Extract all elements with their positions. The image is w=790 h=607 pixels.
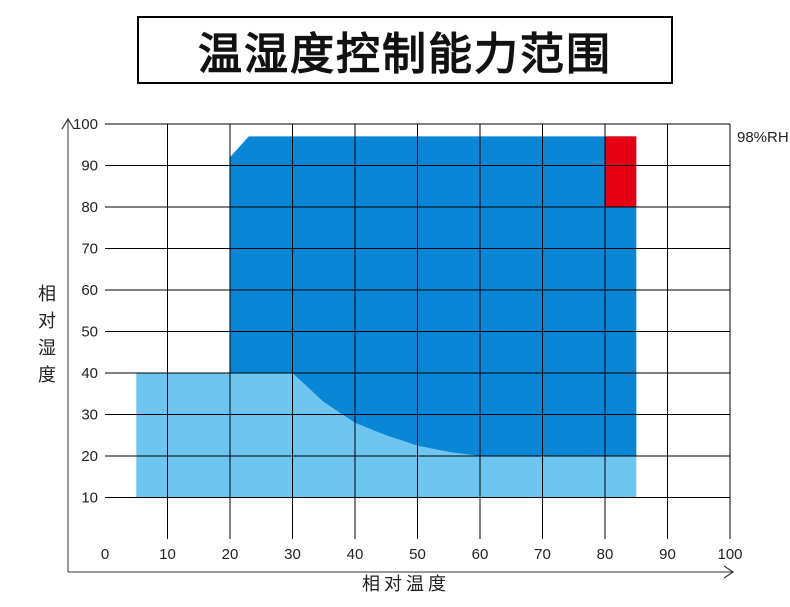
y-tick-label: 10: [81, 490, 98, 507]
y-tick-label: 70: [81, 241, 98, 258]
rh-annotation: 98%RH: [737, 129, 789, 146]
x-tick-label: 80: [597, 546, 614, 563]
chart-title-box: 温湿度控制能力范围: [137, 16, 673, 84]
x-axis-arrow: [723, 565, 735, 579]
x-tick-label: 90: [659, 546, 676, 563]
region-red-region: [605, 136, 637, 207]
y-tick-label: 80: [81, 199, 98, 216]
y-axis-title-char: 对: [38, 311, 56, 332]
x-tick-labels: 0 10 20 30 40 50 60 70 80 90 100: [101, 546, 743, 563]
y-axis-title-char: 相: [38, 284, 56, 305]
y-tick-label: 40: [81, 365, 98, 382]
x-axis-title: 相对温度: [362, 574, 450, 595]
x-tick-label: 0: [101, 546, 109, 563]
x-tick-label: 50: [409, 546, 426, 563]
x-tick-label: 100: [717, 546, 742, 563]
x-tick-label: 10: [159, 546, 176, 563]
y-tick-label: 30: [81, 407, 98, 424]
x-tick-label: 40: [347, 546, 364, 563]
grid-layer: [105, 123, 731, 539]
y-tick-label: 20: [81, 448, 98, 465]
chart-title: 温湿度控制能力范围: [198, 29, 612, 80]
x-tick-label: 20: [222, 546, 239, 563]
y-tick-label: 90: [81, 158, 98, 175]
y-tick-label: 100: [73, 116, 98, 133]
x-tick-label: 30: [284, 546, 301, 563]
y-axis-title-char: 度: [38, 365, 56, 386]
y-axis-title-char: 湿: [38, 338, 56, 359]
y-axis-arrow: [61, 117, 75, 130]
x-tick-label: 60: [472, 546, 489, 563]
y-tick-labels: 10 20 30 40 50 60 70 80 90 100: [73, 116, 98, 507]
y-tick-label: 50: [81, 324, 98, 341]
region-dark-region: [230, 136, 637, 456]
x-tick-label: 70: [534, 546, 551, 563]
regions-layer: [136, 136, 637, 498]
y-tick-label: 60: [81, 282, 98, 299]
axes-layer: [61, 117, 735, 579]
